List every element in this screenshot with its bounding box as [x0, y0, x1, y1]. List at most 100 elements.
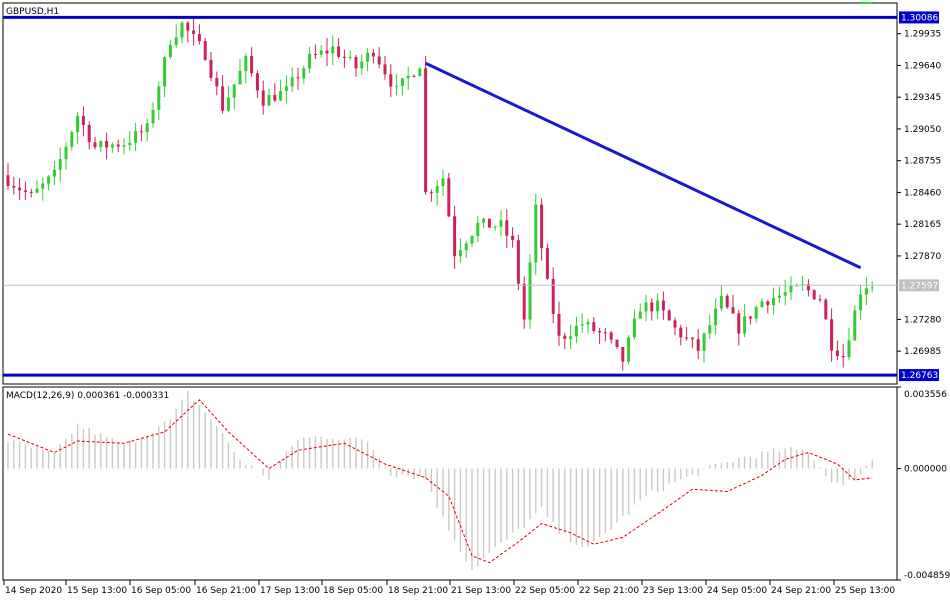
price-tick-label: 1.29345 — [904, 93, 941, 103]
candle-body — [853, 310, 857, 341]
candle — [435, 180, 439, 206]
level-price-box — [899, 369, 939, 382]
candle-body — [273, 94, 277, 101]
candle-body — [737, 313, 741, 334]
macd-signal-line — [7, 399, 873, 564]
candle — [139, 124, 143, 142]
candle — [777, 286, 781, 303]
candle-body — [122, 145, 126, 147]
candle-body — [702, 333, 706, 351]
time-tick-label: 22 Sep 05:00 — [515, 586, 575, 596]
candle-body — [180, 22, 184, 38]
candle-body — [226, 97, 230, 111]
candle-body — [673, 320, 677, 328]
candle — [215, 71, 219, 96]
candle-body — [482, 218, 486, 223]
candle-body — [696, 339, 700, 351]
price-tick-label: 1.28755 — [904, 157, 941, 167]
candle-body — [470, 235, 474, 244]
candle — [737, 309, 741, 346]
candle — [371, 48, 375, 64]
candle-body — [818, 299, 822, 301]
candle — [644, 294, 648, 322]
candle — [754, 305, 758, 323]
candle — [847, 327, 851, 360]
candle — [348, 50, 352, 61]
price-panel[interactable] — [2, 2, 898, 385]
trendline[interactable] — [424, 61, 862, 270]
candle — [783, 279, 787, 306]
candle-body — [41, 183, 45, 189]
candle — [145, 118, 149, 142]
candle — [760, 298, 764, 308]
candle-body — [650, 302, 654, 312]
price-marker — [860, 2, 872, 4]
candle-body — [487, 218, 491, 228]
candle-body — [603, 332, 607, 334]
candle — [853, 304, 857, 341]
macd-tick-label: 0.003556 — [904, 390, 947, 400]
candle-body — [441, 178, 445, 187]
candle — [598, 328, 602, 344]
candle — [366, 48, 370, 72]
candle — [429, 189, 433, 202]
candle-body — [238, 70, 242, 85]
candle — [29, 188, 33, 198]
candle-body — [824, 299, 828, 320]
candle — [789, 276, 793, 300]
candle-body — [192, 30, 196, 35]
candle — [830, 308, 834, 362]
candle-body — [615, 339, 619, 347]
candle — [261, 80, 265, 115]
candle — [406, 66, 410, 90]
candle — [708, 314, 712, 340]
candle-body — [331, 46, 335, 54]
candle-body — [267, 94, 271, 106]
candle — [41, 177, 45, 201]
candle — [580, 313, 584, 334]
candle-body — [557, 313, 561, 336]
candle-body — [383, 64, 387, 75]
candle-body — [499, 220, 503, 227]
candle — [81, 106, 85, 137]
candle-body — [789, 285, 793, 293]
candle — [458, 238, 462, 263]
macd-axis: 0.003556 0.000000 -0.004859 — [897, 386, 950, 581]
candle — [772, 287, 776, 315]
price-tick-label: 1.28460 — [904, 188, 941, 198]
time-tick-label: 22 Sep 21:00 — [579, 586, 639, 596]
candle — [453, 205, 457, 269]
time-tick-label: 14 Sep 2020 — [5, 586, 62, 596]
candle — [99, 140, 103, 152]
candle — [110, 142, 114, 153]
candle — [70, 130, 74, 151]
candle-body — [87, 124, 91, 143]
candle — [835, 340, 839, 361]
candle-body — [783, 292, 787, 296]
candle-body — [284, 86, 288, 91]
candle — [592, 317, 596, 334]
price-tick-label: 1.29935 — [904, 30, 941, 40]
candle-body — [302, 68, 306, 79]
price-tick-label: 1.28165 — [904, 220, 941, 230]
candle — [290, 67, 294, 92]
time-tick-label: 15 Sep 13:00 — [67, 586, 127, 596]
trendline-group[interactable] — [424, 61, 862, 270]
candle-body — [435, 186, 439, 193]
candle-body — [812, 290, 816, 300]
candle — [151, 102, 155, 128]
candle — [418, 67, 422, 77]
candle — [650, 298, 654, 321]
candle — [748, 316, 752, 325]
candle — [656, 293, 660, 319]
candle-body — [661, 300, 665, 311]
candle — [64, 142, 68, 170]
candle — [52, 160, 56, 185]
candle — [203, 37, 207, 61]
candle-body — [313, 53, 317, 55]
candle-body — [801, 284, 805, 286]
candle-body — [203, 41, 207, 60]
candle-body — [638, 311, 642, 319]
